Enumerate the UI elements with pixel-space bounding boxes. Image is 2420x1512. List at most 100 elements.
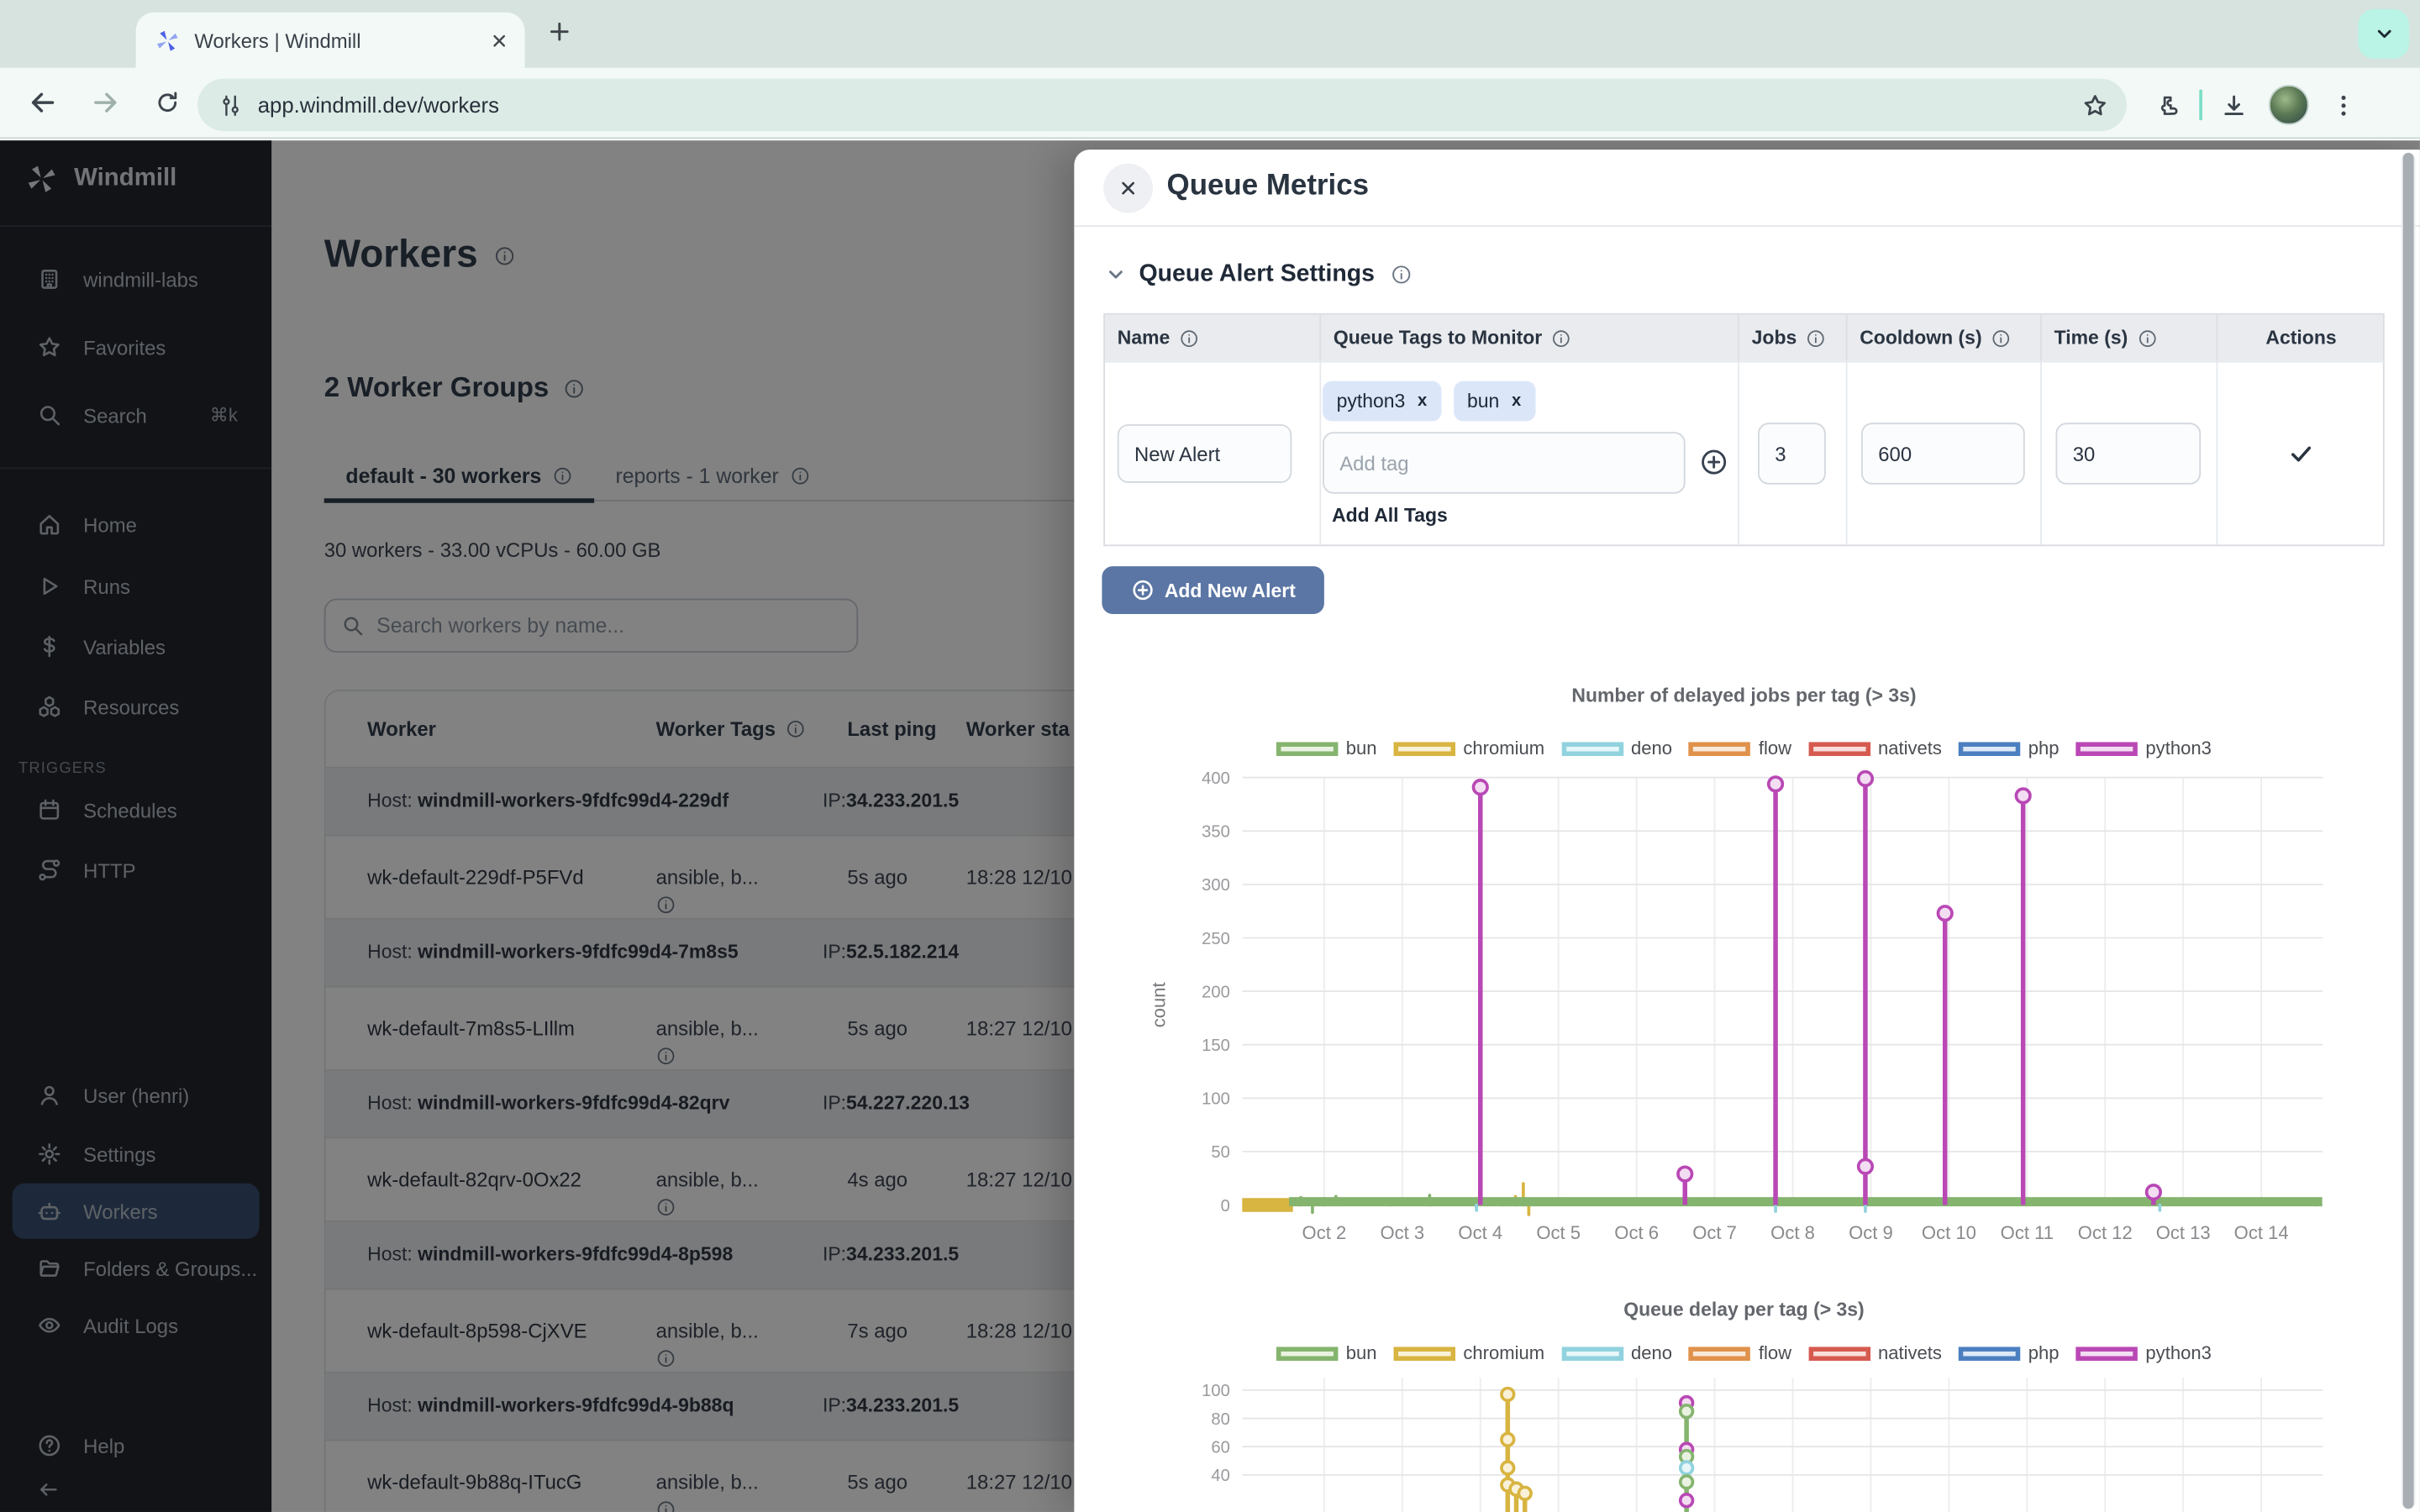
download-icon[interactable] bbox=[2221, 92, 2247, 118]
play-icon bbox=[37, 574, 61, 598]
tag-chip-bun[interactable]: bun x bbox=[1453, 381, 1535, 422]
profile-avatar[interactable] bbox=[2268, 85, 2309, 125]
url-bar[interactable]: app.windmill.dev/workers bbox=[197, 78, 2127, 132]
forward-icon[interactable] bbox=[91, 88, 120, 118]
info-icon[interactable] bbox=[656, 895, 676, 915]
worker-row[interactable]: wk-default-229df-P5FVd ansible, b... 5s ag… bbox=[325, 836, 1403, 920]
scrollbar-thumb[interactable] bbox=[2402, 152, 2414, 1509]
sidebar-item-help[interactable]: Help bbox=[13, 1418, 260, 1473]
sidebar-item-schedules[interactable]: Schedules bbox=[13, 782, 260, 837]
new-tab-icon[interactable] bbox=[546, 18, 572, 45]
worker-row[interactable]: wk-default-9b88q-ITucG ansible, b... 5s ag… bbox=[326, 1441, 1403, 1512]
worker-group-tab[interactable]: reports - 1 worker bbox=[594, 450, 831, 501]
info-icon[interactable] bbox=[1551, 328, 1571, 348]
legend-item-bun[interactable]: bun bbox=[1276, 1342, 1377, 1364]
remove-tag-icon[interactable]: x bbox=[1417, 391, 1428, 411]
svg-text:40: 40 bbox=[1211, 1467, 1229, 1485]
tab-search-chevron-button[interactable] bbox=[2358, 9, 2410, 59]
legend-item-nativets[interactable]: nativets bbox=[1808, 1342, 1942, 1364]
eye-icon bbox=[37, 1313, 61, 1337]
add-new-alert-button[interactable]: Add New Alert bbox=[1102, 566, 1324, 615]
browser-tab[interactable]: Workers | Windmill bbox=[135, 12, 525, 68]
sidebar-collapse-button[interactable] bbox=[13, 1470, 260, 1507]
tag-chip-python3[interactable]: python3 x bbox=[1323, 381, 1441, 422]
windmill-favicon bbox=[155, 27, 181, 53]
legend-item-chromium[interactable]: chromium bbox=[1393, 1342, 1544, 1364]
legend-item-chromium[interactable]: chromium bbox=[1393, 738, 1544, 759]
sidebar-brand[interactable]: Windmill bbox=[24, 162, 176, 196]
bookmark-star-icon[interactable] bbox=[2082, 92, 2108, 118]
legend-item-flow[interactable]: flow bbox=[1689, 738, 1791, 759]
cooldown-input[interactable]: 600 bbox=[1861, 423, 2025, 485]
queue-alert-settings-header[interactable]: Queue Alert Settings bbox=[1105, 260, 1412, 288]
info-icon[interactable] bbox=[1179, 328, 1199, 348]
reload-icon[interactable] bbox=[155, 90, 181, 116]
info-icon[interactable] bbox=[786, 719, 806, 739]
info-icon[interactable] bbox=[493, 244, 515, 266]
legend-item-bun[interactable]: bun bbox=[1276, 738, 1377, 759]
browser-menu-icon[interactable] bbox=[2330, 92, 2356, 118]
drawer-scrollbar[interactable] bbox=[2401, 152, 2416, 1509]
alert-column-header: Cooldown (s) bbox=[1848, 314, 2042, 361]
worker-row[interactable]: wk-default-7m8s5-LIllm ansible, b... 5s ag… bbox=[325, 987, 1403, 1071]
info-icon[interactable] bbox=[1390, 264, 1412, 286]
time-input[interactable]: 30 bbox=[2055, 423, 2202, 485]
site-settings-icon[interactable] bbox=[219, 93, 243, 117]
search-workers-input[interactable]: Search workers by name... bbox=[324, 598, 859, 653]
sidebar-item-audit-logs[interactable]: Audit Logs bbox=[13, 1298, 260, 1353]
legend-item-php[interactable]: php bbox=[1959, 738, 2060, 759]
sidebar-item-settings[interactable]: Settings bbox=[13, 1126, 260, 1182]
worker-name: wk-default-229df-P5FVd bbox=[367, 865, 584, 889]
info-icon[interactable] bbox=[656, 1499, 676, 1512]
extensions-icon[interactable] bbox=[2154, 92, 2181, 118]
worker-tags: ansible, b... bbox=[656, 1168, 759, 1216]
info-icon[interactable] bbox=[1991, 328, 2012, 348]
legend-item-flow[interactable]: flow bbox=[1689, 1342, 1791, 1364]
add-tag-plus-icon[interactable] bbox=[1699, 448, 1728, 477]
legend-item-deno[interactable]: deno bbox=[1561, 738, 1672, 759]
info-icon[interactable] bbox=[656, 1348, 676, 1368]
legend-item-nativets[interactable]: nativets bbox=[1808, 738, 1942, 759]
info-icon[interactable] bbox=[1806, 328, 1826, 348]
sidebar-item-variables[interactable]: Variables bbox=[13, 619, 260, 675]
legend-swatch bbox=[1393, 741, 1456, 756]
info-icon[interactable] bbox=[656, 1046, 676, 1066]
legend-item-php[interactable]: php bbox=[1959, 1342, 2060, 1364]
legend-swatch bbox=[1689, 1346, 1751, 1361]
info-icon[interactable] bbox=[656, 1197, 676, 1217]
info-icon[interactable] bbox=[563, 377, 585, 399]
worker-group-tabs: default - 30 workers reports - 1 worker bbox=[324, 450, 1127, 503]
worker-row[interactable]: wk-default-8p598-CjXVE ansible, b... 7s ag… bbox=[325, 1289, 1403, 1373]
sidebar-item-folders-groups[interactable]: Folders & Groups... bbox=[13, 1241, 260, 1296]
tab-close-icon[interactable] bbox=[489, 30, 509, 50]
legend-item-deno[interactable]: deno bbox=[1561, 1342, 1672, 1364]
sidebar-item-home[interactable]: Home bbox=[13, 496, 260, 552]
sidebar-divider bbox=[0, 467, 272, 470]
delayed-jobs-chart: Number of delayed jobs per tag (> 3s) bu… bbox=[1134, 685, 2369, 1258]
worker-group-tab[interactable]: default - 30 workers bbox=[324, 450, 594, 503]
confirm-check-icon[interactable] bbox=[2288, 440, 2314, 466]
sidebar-item-user-henri[interactable]: User (henri) bbox=[13, 1068, 260, 1123]
last-ping: 4s ago bbox=[847, 1168, 908, 1191]
legend-item-python3[interactable]: python3 bbox=[2075, 1342, 2212, 1364]
legend-swatch bbox=[1561, 1346, 1623, 1361]
back-icon[interactable] bbox=[28, 88, 57, 118]
sidebar-item-favorites[interactable]: Favorites bbox=[13, 319, 260, 375]
sidebar-item-search[interactable]: Search ⌘k bbox=[13, 387, 260, 443]
add-all-tags-link[interactable]: Add All Tags bbox=[1332, 504, 1448, 527]
sidebar-item-windmill-labs[interactable]: windmill-labs bbox=[13, 251, 260, 307]
info-icon[interactable] bbox=[790, 466, 810, 486]
info-icon[interactable] bbox=[2137, 328, 2157, 348]
sidebar-item-workers[interactable]: Workers bbox=[12, 1183, 260, 1239]
drawer-close-button[interactable] bbox=[1103, 163, 1154, 213]
alert-name-input[interactable]: New Alert bbox=[1117, 424, 1292, 483]
add-tag-input[interactable]: Add tag bbox=[1323, 432, 1686, 494]
info-icon[interactable] bbox=[552, 466, 572, 486]
sidebar-item-resources[interactable]: Resources bbox=[13, 679, 260, 734]
worker-row[interactable]: wk-default-82qrv-0Ox22 ansible, b... 4s ag… bbox=[325, 1138, 1403, 1222]
jobs-input[interactable]: 3 bbox=[1758, 423, 1826, 485]
sidebar-item-http[interactable]: HTTP bbox=[13, 843, 260, 898]
legend-item-python3[interactable]: python3 bbox=[2075, 738, 2212, 759]
sidebar-item-runs[interactable]: Runs bbox=[13, 559, 260, 614]
remove-tag-icon[interactable]: x bbox=[1511, 391, 1522, 411]
